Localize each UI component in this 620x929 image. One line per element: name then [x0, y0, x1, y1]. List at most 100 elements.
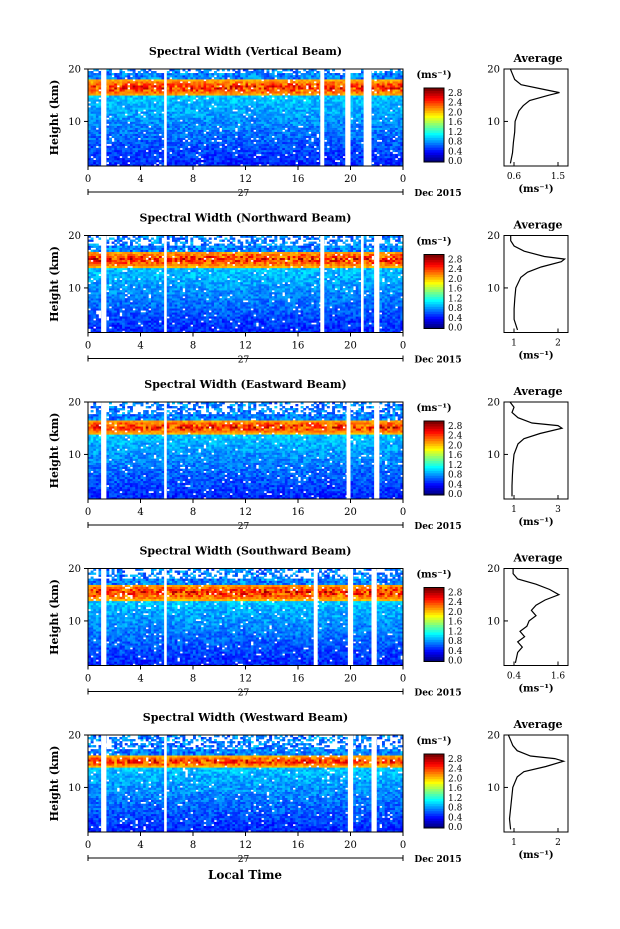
heatmap-cell	[138, 134, 141, 136]
heatmap-cell	[159, 99, 162, 101]
heatmap-cell	[146, 101, 149, 103]
heatmap-cell	[91, 158, 94, 160]
heatmap-cell	[99, 113, 102, 115]
heatmap-cell	[135, 140, 138, 142]
heatmap-cell	[99, 132, 102, 134]
heatmap-cell	[143, 138, 146, 140]
heatmap-cell	[130, 160, 133, 162]
heatmap-cell	[112, 79, 115, 81]
heatmap-cell	[159, 85, 162, 87]
heatmap-cell	[106, 152, 109, 154]
heatmap-cell	[143, 128, 146, 130]
heatmap-cell	[151, 115, 154, 117]
heatmap-cell	[156, 136, 159, 138]
heatmap-cell	[120, 95, 123, 97]
heatmap-cell	[114, 158, 117, 160]
heatmap-cell	[135, 93, 138, 95]
heatmap-cell	[93, 77, 96, 79]
heatmap-cell	[120, 77, 123, 79]
heatmap-cell	[109, 111, 112, 113]
heatmap-cell	[146, 93, 149, 95]
heatmap-cell	[99, 99, 102, 101]
heatmap-cell	[151, 113, 154, 115]
heatmap-cell	[138, 89, 141, 91]
heatmap-cell	[151, 136, 154, 138]
heatmap-cell	[154, 95, 157, 97]
heatmap-cell	[117, 79, 120, 81]
heatmap-cell	[151, 105, 154, 107]
heatmap-cell	[135, 156, 138, 158]
heatmap-cell	[127, 134, 130, 136]
heatmap-cell	[120, 111, 123, 113]
heatmap-cell	[141, 154, 144, 156]
heatmap-cell	[99, 134, 102, 136]
heatmap-cell	[130, 128, 133, 130]
heatmap-cell	[133, 81, 136, 83]
heatmap-cell	[117, 103, 120, 105]
heatmap-cell	[109, 142, 112, 144]
heatmap-cell	[120, 89, 123, 91]
heatmap-cell	[91, 150, 94, 152]
heatmap-cell	[106, 148, 109, 150]
heatmap-cell	[109, 130, 112, 132]
heatmap-cell	[125, 115, 128, 117]
heatmap-cell	[146, 132, 149, 134]
heatmap-cell	[106, 71, 109, 73]
heatmap-cell	[143, 101, 146, 103]
heatmap-cell	[112, 136, 115, 138]
heatmap-cell	[141, 93, 144, 95]
heatmap-cell	[122, 138, 125, 140]
heatmap-cell	[109, 160, 112, 162]
heatmap-cell	[141, 115, 144, 117]
heatmap-cell	[112, 99, 115, 101]
heatmap-cell	[112, 128, 115, 130]
heatmap-cell	[93, 81, 96, 83]
heatmap-cell	[133, 138, 136, 140]
heatmap-cell	[114, 162, 117, 164]
heatmap-cell	[130, 156, 133, 158]
heatmap-cell	[99, 95, 102, 97]
heatmap-cell	[143, 154, 146, 156]
heatmap-cell	[125, 105, 128, 107]
heatmap-cell	[148, 73, 151, 75]
heatmap-cell	[93, 124, 96, 126]
heatmap-cell	[91, 73, 94, 75]
heatmap-cell	[99, 124, 102, 126]
heatmap-cell	[135, 77, 138, 79]
heatmap-cell	[138, 71, 141, 73]
heatmap-cell	[143, 118, 146, 120]
heatmap-cell	[127, 136, 130, 138]
heatmap-cell	[151, 160, 154, 162]
heatmap-cell	[112, 160, 115, 162]
heatmap-cell	[151, 156, 154, 158]
heatmap-cell	[93, 128, 96, 130]
heatmap-cell	[148, 128, 151, 130]
heatmap-cell	[117, 146, 120, 148]
heatmap-cell	[141, 146, 144, 148]
heatmap-cell	[148, 154, 151, 156]
heatmap-cell	[125, 162, 128, 164]
heatmap-cell	[141, 122, 144, 124]
heatmap-cell	[96, 85, 99, 87]
heatmap-cell	[151, 122, 154, 124]
heatmap-cell	[133, 128, 136, 130]
heatmap-cell	[120, 132, 123, 134]
heatmap-cell	[127, 89, 130, 91]
heatmap-cell	[114, 130, 117, 132]
heatmap-cell	[99, 101, 102, 103]
heatmap-cell	[91, 87, 94, 89]
heatmap-cell	[117, 75, 120, 77]
heatmap-cell	[146, 83, 149, 85]
heatmap-cell	[130, 122, 133, 124]
heatmap-cell	[99, 136, 102, 138]
heatmap-cell	[156, 128, 159, 130]
heatmap-cell	[146, 152, 149, 154]
heatmap-cell	[133, 126, 136, 128]
heatmap-cell	[138, 154, 141, 156]
heatmap-cell	[112, 97, 115, 99]
heatmap-cell	[146, 87, 149, 89]
heatmap-cell	[96, 162, 99, 164]
heatmap-cell	[114, 118, 117, 120]
heatmap-cell	[151, 128, 154, 130]
heatmap-cell	[135, 97, 138, 99]
